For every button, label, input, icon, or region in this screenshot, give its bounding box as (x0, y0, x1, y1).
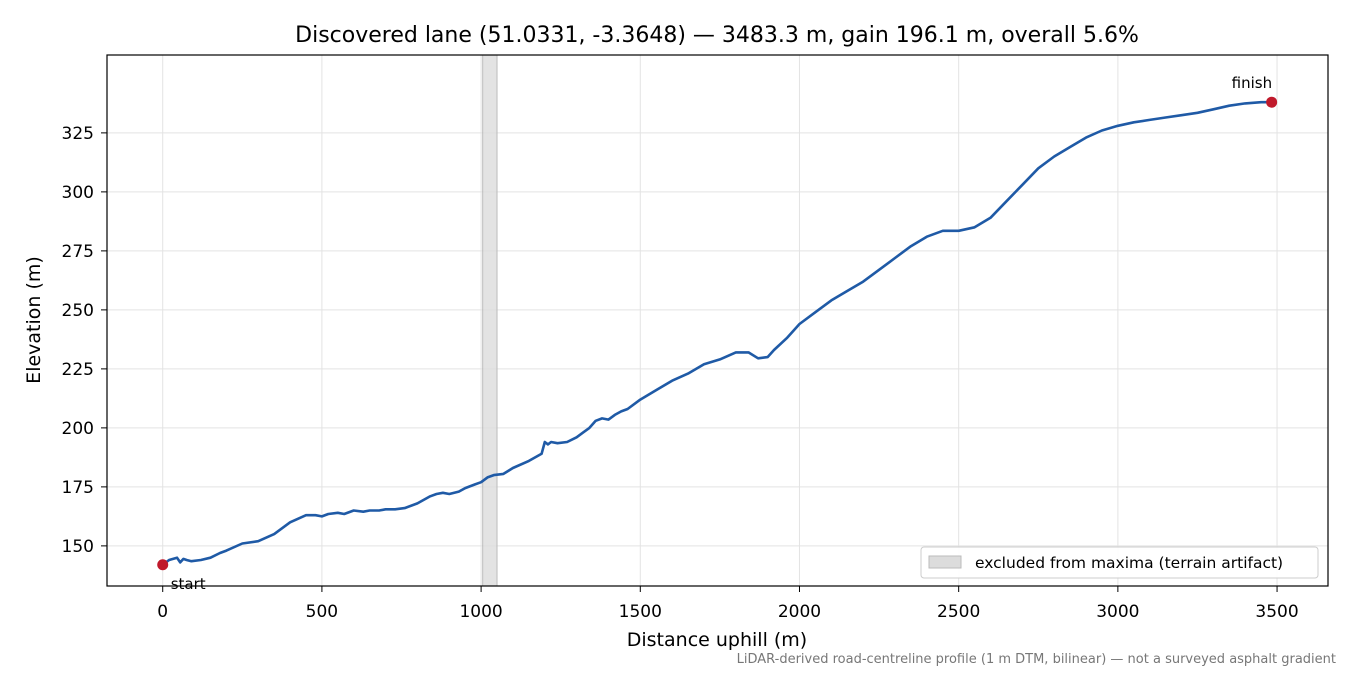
elevation-series-line (161, 100, 1272, 566)
x-tick-label: 0 (157, 602, 168, 622)
finish-label: finish (1232, 74, 1272, 92)
x-tick-label: 1500 (619, 602, 662, 622)
y-tick-label: 225 (62, 360, 94, 380)
plot-frame (106, 54, 1329, 587)
y-tick-label: 200 (62, 419, 94, 439)
start-label: start (171, 575, 206, 593)
chart-title: Discovered lane (51.0331, -3.3648) — 348… (295, 23, 1139, 48)
finish-marker (1266, 96, 1278, 108)
x-tick-label: 2000 (778, 602, 821, 622)
footer-note: LiDAR-derived road-centreline profile (1… (736, 652, 1336, 667)
y-tick-label: 275 (62, 242, 94, 262)
legend: excluded from maxima (terrain artifact) (920, 546, 1319, 579)
x-tick-label: 2500 (937, 602, 980, 622)
x-tick-label: 3000 (1096, 602, 1139, 622)
y-tick-label: 175 (62, 478, 94, 498)
legend-swatch (928, 555, 962, 569)
elevation-profile-chart: Discovered lane (51.0331, -3.3648) — 348… (23, 23, 1329, 650)
x-axis-label: Distance uphill (m) (627, 629, 807, 650)
start-marker (157, 559, 169, 571)
x-tick-label: 500 (306, 602, 338, 622)
x-axis-ticks: 0 500 1000 1500 2000 2500 3000 3500 (157, 586, 1299, 622)
legend-label: excluded from maxima (terrain artifact) (975, 554, 1283, 572)
x-tick-label: 1000 (459, 602, 502, 622)
y-axis-ticks: 150 175 200 225 250 275 300 325 (62, 124, 107, 557)
legend-box (920, 546, 1319, 579)
grid-lines (107, 55, 1328, 586)
y-tick-label: 250 (62, 301, 94, 321)
y-tick-label: 150 (62, 537, 94, 557)
x-tick-label: 3500 (1255, 602, 1298, 622)
y-tick-label: 325 (62, 124, 94, 144)
y-axis-label: Elevation (m) (23, 256, 45, 384)
excluded-band (482, 54, 498, 587)
y-tick-label: 300 (62, 183, 94, 203)
endpoint-markers: start finish (157, 74, 1278, 593)
